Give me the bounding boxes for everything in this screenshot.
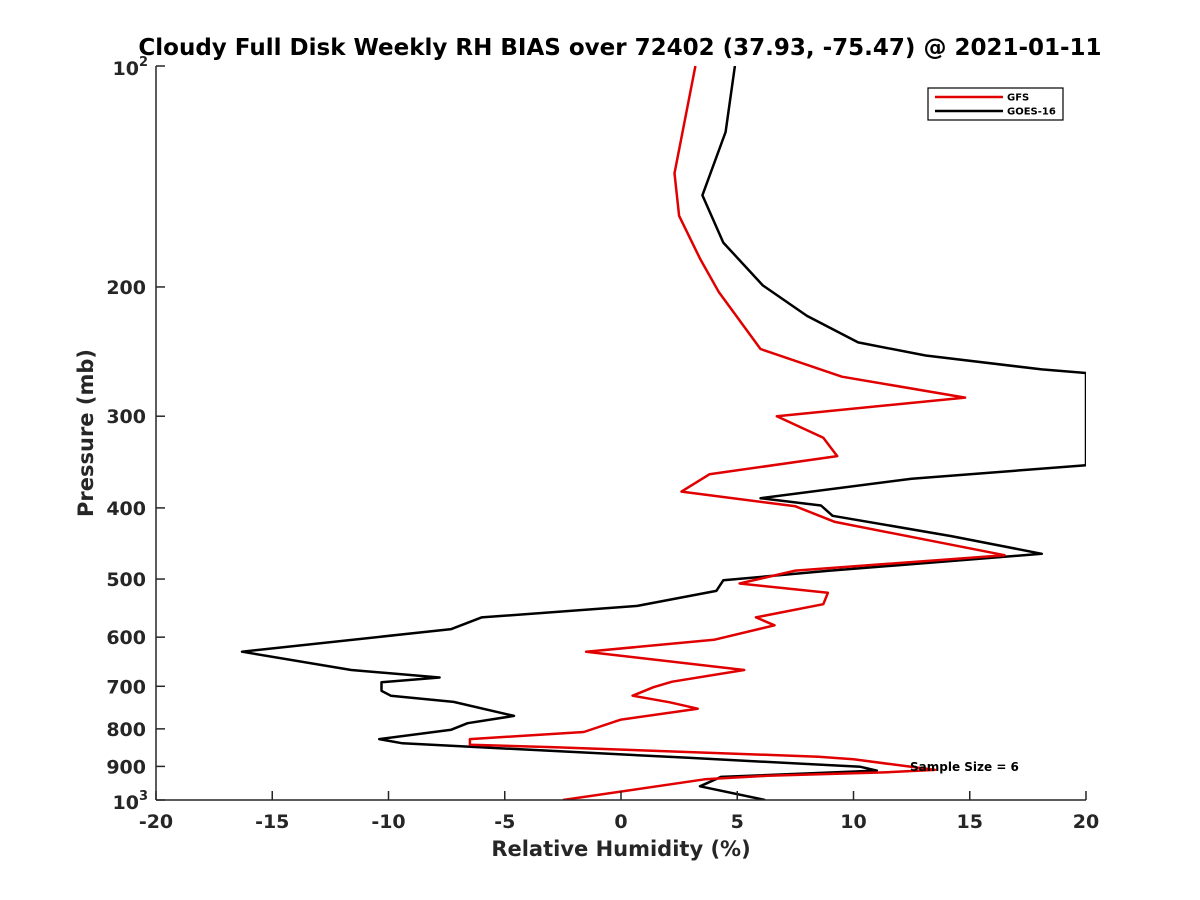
- y-tick-label: 900: [106, 756, 146, 778]
- x-tick-label: -10: [371, 811, 405, 833]
- x-tick-label: 15: [957, 811, 983, 833]
- legend-label-goes16: GOES-16: [1007, 107, 1056, 118]
- y-tick-label: 400: [106, 498, 146, 520]
- y-tick-label: 600: [106, 627, 146, 649]
- series-line-gfs: [468, 66, 1006, 800]
- sample-size-annotation: Sample Size = 6: [910, 760, 1019, 774]
- y-tick-label: 700: [106, 676, 146, 698]
- series-line-goes16: [240, 66, 1086, 800]
- x-tick-label: 10: [840, 811, 866, 833]
- x-tick-label: 5: [731, 811, 744, 833]
- axes: [155, 66, 1086, 801]
- x-tick-label: 20: [1073, 811, 1099, 833]
- legend: GFS GOES-16: [927, 87, 1064, 121]
- x-tick-label: -5: [494, 811, 515, 833]
- x-ticks: -20 -15 -10 -5 0 5 10 15 20: [139, 791, 1099, 833]
- y-tick-label: 800: [106, 719, 146, 741]
- y-axis-label: Pressure (mb): [74, 349, 98, 517]
- y-tick-label: 300: [106, 406, 146, 428]
- x-axis-label: Relative Humidity (%): [491, 837, 750, 861]
- x-tick-label: 0: [614, 811, 627, 833]
- y-tick-label: 500: [106, 569, 146, 591]
- series-layer: [240, 66, 1086, 800]
- y-tick-label: 200: [106, 277, 146, 299]
- y-ticks: 102 200 300 400 500 600 700 800 900 103: [106, 55, 165, 814]
- x-tick-label: -20: [139, 811, 173, 833]
- y-tick-label: 102: [113, 55, 149, 80]
- legend-box: [927, 87, 1064, 121]
- x-tick-label: -15: [255, 811, 289, 833]
- legend-label-gfs: GFS: [1007, 93, 1029, 104]
- chart-title: Cloudy Full Disk Weekly RH BIAS over 724…: [138, 35, 1101, 61]
- y-tick-label: 103: [113, 789, 149, 814]
